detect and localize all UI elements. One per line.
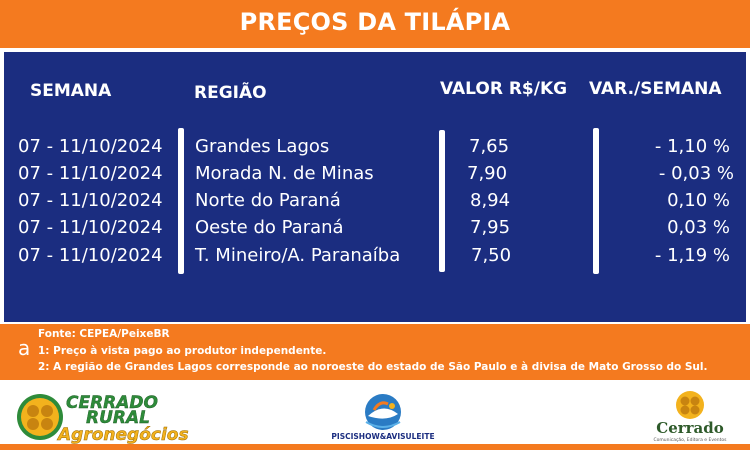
value-cell: 7,90 (467, 163, 508, 184)
cerrado-name: Cerrado (656, 419, 724, 437)
note-2: 2: A região de Grandes Lagos corresponde… (38, 361, 708, 373)
region-cell: Grandes Lagos (195, 136, 330, 157)
piscishow-label: PISCISHOW&AVISULEITE (331, 432, 434, 441)
column-divider (439, 130, 445, 272)
title-banner: PREÇOS DA TILÁPIA (0, 0, 750, 48)
region-cell: T. Mineiro/A. Paranaíba (195, 245, 401, 266)
value-cell: 7,95 (470, 217, 511, 238)
cerrado-logo: Cerrado Comunicação, Editora e Eventos (653, 391, 727, 443)
table-row: 07 - 11/10/2024 Norte do Paraná 8,94 0,1… (4, 190, 746, 216)
price-table: SEMANA REGIÃO VALOR R$/KG VAR./SEMANA 07… (4, 52, 746, 322)
column-divider (593, 128, 599, 274)
source-notes: a Fonte: CEPEA/PeixeBR 1: Preço à vista … (0, 324, 750, 380)
region-cell: Morada N. de Minas (195, 163, 374, 184)
column-divider (178, 128, 184, 274)
week-cell: 07 - 11/10/2024 (18, 163, 163, 184)
source-text: Fonte: CEPEA/PeixeBR (38, 328, 170, 340)
note-1: 1: Preço à vista pago ao produtor indepe… (38, 345, 327, 357)
variation-cell: - 1,19 % (654, 245, 730, 266)
table-row: 07 - 11/10/2024 Grandes Lagos 7,65 - 1,1… (4, 136, 746, 162)
region-cell: Norte do Paraná (195, 190, 341, 211)
variation-cell: - 1,10 % (654, 136, 730, 157)
sponsor-logos: CERRADO RURAL Agronegócios PISCISHOW&AVI… (0, 382, 750, 450)
logo-text-cerrado: CERRADO (66, 393, 158, 413)
column-header-value: VALOR R$/KG (440, 79, 568, 99)
value-cell: 7,65 (469, 136, 510, 157)
week-cell: 07 - 11/10/2024 (18, 190, 163, 211)
value-cell: 8,94 (470, 190, 511, 211)
week-cell: 07 - 11/10/2024 (18, 245, 163, 266)
logo-text-agronegocios: Agronegócios (56, 425, 189, 444)
cerrado-tagline: Comunicação, Editora e Eventos (653, 437, 727, 443)
week-cell: 07 - 11/10/2024 (18, 217, 163, 238)
variation-cell: 0,10 % (667, 190, 730, 211)
bottom-bar (0, 444, 750, 450)
cerrado-rural-logo: CERRADO RURAL Agronegócios (17, 393, 189, 444)
week-cell: 07 - 11/10/2024 (18, 136, 163, 157)
column-header-region: REGIÃO (194, 83, 267, 103)
column-header-week: SEMANA (30, 81, 112, 101)
page-title: PREÇOS DA TILÁPIA (239, 8, 511, 36)
variation-cell: - 0,03 % (658, 163, 734, 184)
logo-text-rural: RURAL (86, 408, 150, 428)
table-row: 07 - 11/10/2024 T. Mineiro/A. Paranaíba … (4, 245, 746, 271)
footnote-mark: a (18, 336, 31, 360)
value-cell: 7,50 (471, 245, 512, 266)
table-row: 07 - 11/10/2024 Oeste do Paraná 7,95 0,0… (4, 217, 746, 243)
table-row: 07 - 11/10/2024 Morada N. de Minas 7,90 … (4, 163, 746, 189)
variation-cell: 0,03 % (667, 217, 730, 238)
column-header-variation: VAR./SEMANA (589, 79, 722, 99)
piscishow-logo: PISCISHOW&AVISULEITE (331, 394, 435, 441)
region-cell: Oeste do Paraná (195, 217, 344, 238)
